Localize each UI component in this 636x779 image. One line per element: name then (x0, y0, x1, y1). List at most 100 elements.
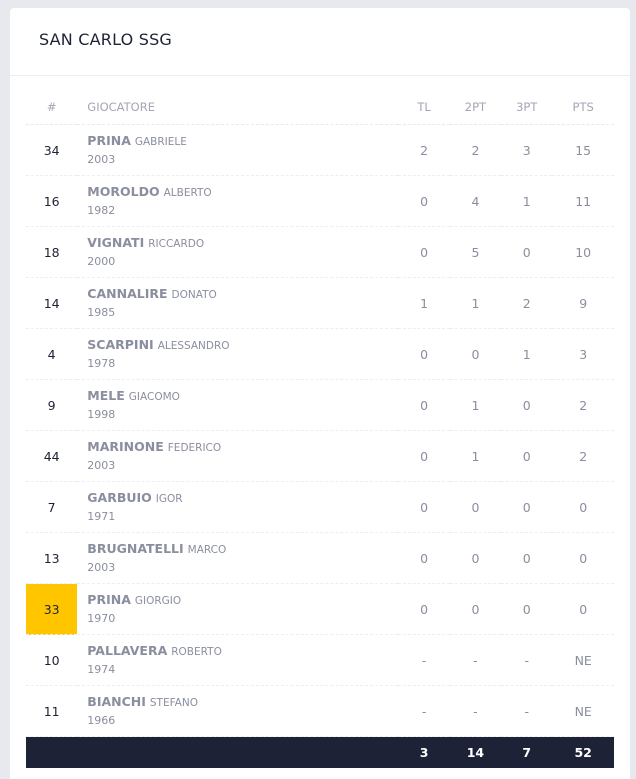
stat-3pt: 0 (501, 481, 553, 533)
table-row: 44 MARINONE FEDERICO 2003 0 1 0 2 (26, 430, 614, 482)
stat-tl: 0 (398, 532, 450, 584)
stat-tl: 0 (398, 328, 450, 380)
column-header-tl: TL (398, 90, 450, 125)
player-name[interactable]: PRINA GABRIELE (87, 132, 398, 151)
table-row: 16 MOROLDO ALBERTO 1982 0 4 1 11 (26, 175, 614, 227)
player-cell[interactable]: PRINA GABRIELE 2003 (77, 124, 399, 176)
player-birth-year: 1978 (87, 356, 116, 370)
player-birth-year: 2003 (87, 560, 116, 574)
player-cell[interactable]: BIANCHI STEFANO 1966 (77, 685, 399, 737)
table-row: 7 GARBUIO IGOR 1971 0 0 0 0 (26, 481, 614, 533)
player-surname: MOROLDO (87, 183, 160, 199)
stat-3pt: 1 (501, 328, 553, 380)
stat-2pt: 5 (449, 226, 502, 278)
player-birth-year: 2003 (87, 458, 116, 472)
player-surname: BIANCHI (87, 693, 146, 709)
player-name[interactable]: SCARPINI ALESSANDRO (87, 336, 398, 355)
stat-2pt: 0 (449, 532, 502, 584)
player-cell[interactable]: CANNALIRE DONATO 1985 (77, 277, 399, 329)
player-number: 13 (26, 532, 78, 584)
player-name[interactable]: MARINONE FEDERICO (87, 438, 398, 457)
totals-pts: 52 (552, 736, 614, 768)
player-birth-year: 1971 (87, 509, 116, 523)
stat-2pt: - (449, 634, 502, 686)
player-name[interactable]: GARBUIO IGOR (87, 489, 398, 508)
player-firstname: IGOR (155, 492, 183, 505)
player-cell[interactable]: MELE GIACOMO 1998 (77, 379, 399, 431)
stat-3pt: 2 (501, 277, 553, 329)
table-row: 4 SCARPINI ALESSANDRO 1978 0 0 1 3 (26, 328, 614, 380)
player-birth-year: 1982 (87, 203, 116, 217)
table-header-row: # GIOCATORE TL 2PT 3PT PTS (26, 90, 614, 125)
player-birth-year: 1985 (87, 305, 116, 319)
player-birth-year: 1966 (87, 713, 116, 727)
table-row: 14 CANNALIRE DONATO 1985 1 1 2 9 (26, 277, 614, 329)
player-firstname: GIORGIO (134, 594, 182, 607)
player-number: 18 (26, 226, 78, 278)
column-header-pts: PTS (552, 90, 614, 125)
stat-pts: 3 (552, 328, 614, 380)
player-surname: SCARPINI (87, 336, 154, 352)
stat-2pt: - (449, 685, 502, 737)
column-header-3pt: 3PT (501, 90, 553, 125)
player-surname: MARINONE (87, 438, 164, 454)
player-cell[interactable]: GARBUIO IGOR 1971 (77, 481, 399, 533)
player-name[interactable]: BIANCHI STEFANO (87, 693, 398, 712)
totals-row: 3 14 7 52 (26, 736, 614, 768)
player-name[interactable]: VIGNATI RICCARDO (87, 234, 398, 253)
player-name[interactable]: CANNALIRE DONATO (87, 285, 398, 304)
stat-3pt: 0 (501, 532, 553, 584)
stat-tl: - (398, 685, 450, 737)
player-name[interactable]: MOROLDO ALBERTO (87, 183, 398, 202)
player-firstname: GIACOMO (128, 390, 180, 403)
player-cell[interactable]: MARINONE FEDERICO 2003 (77, 430, 399, 482)
stat-tl: 1 (398, 277, 450, 329)
stat-3pt: 3 (501, 124, 553, 176)
stat-pts: 9 (552, 277, 614, 329)
table-row: 10 PALLAVERA ROBERTO 1974- - - NE (26, 634, 614, 686)
player-name[interactable]: BRUGNATELLI MARCO (87, 540, 398, 559)
player-cell[interactable]: BRUGNATELLI MARCO 2003 (77, 532, 399, 584)
player-birth-year: 1970 (87, 611, 116, 625)
table-row: 33 PRINA GIORGIO 1970 0 0 0 0 (26, 583, 614, 635)
stat-tl: - (398, 634, 450, 686)
stat-2pt: 0 (449, 481, 502, 533)
player-number: 7 (26, 481, 78, 533)
column-header-2pt: 2PT (449, 90, 502, 125)
player-firstname: FEDERICO (167, 441, 222, 454)
player-surname: MELE (87, 387, 125, 403)
player-cell[interactable]: PRINA GIORGIO 1970 (77, 583, 399, 635)
stat-pts: 11 (552, 175, 614, 227)
player-name[interactable]: PRINA GIORGIO (87, 591, 398, 610)
player-cell[interactable]: VIGNATI RICCARDO 2000 (77, 226, 399, 278)
stats-table: # GIOCATORE TL 2PT 3PT PTS 3 4 PRINA GABRI… (26, 90, 614, 768)
player-firstname: STEFANO (149, 696, 198, 709)
totals-player-cell (77, 736, 399, 768)
stat-3pt: 0 (501, 583, 553, 635)
player-birth-year: 2000 (87, 254, 116, 268)
player-surname: CANNALIRE (87, 285, 168, 301)
player-cell[interactable]: SCARPINI ALESSANDRO 1978 (77, 328, 399, 380)
stat-pts: NE (552, 634, 614, 686)
table-row: 9 MELE GIACOMO 1998 0 1 0 2 (26, 379, 614, 431)
player-number: 4 (26, 328, 78, 380)
player-name[interactable]: PALLAVERA ROBERTO (87, 642, 398, 661)
stat-2pt: 0 (449, 583, 502, 635)
player-firstname: ALESSANDRO (157, 339, 230, 352)
totals-2pt: 14 (449, 736, 502, 768)
player-firstname: GABRIELE (134, 135, 187, 148)
table-row: 18 VIGNATI RICCARDO 2000 0 5 0 10 (26, 226, 614, 278)
stat-pts: 15 (552, 124, 614, 176)
player-cell[interactable]: MOROLDO ALBERTO 1982 (77, 175, 399, 227)
stat-2pt: 1 (449, 277, 502, 329)
player-surname: BRUGNATELLI (87, 540, 184, 556)
player-cell[interactable]: PALLAVERA ROBERTO 1974 (77, 634, 399, 686)
player-name[interactable]: MELE GIACOMO (87, 387, 398, 406)
stat-pts: 0 (552, 481, 614, 533)
totals-tl: 3 (398, 736, 450, 768)
player-surname: PRINA (87, 132, 131, 148)
stat-pts: 0 (552, 583, 614, 635)
stat-2pt: 2 (449, 124, 502, 176)
stat-tl: 0 (398, 481, 450, 533)
player-number: 10 (26, 634, 78, 686)
